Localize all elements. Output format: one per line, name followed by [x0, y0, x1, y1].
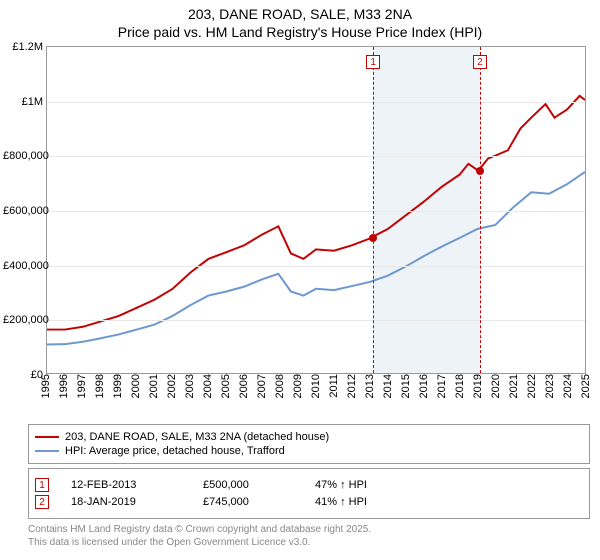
grid-line — [47, 102, 585, 103]
y-tick-label: £600,000 — [3, 205, 43, 217]
x-tick-label: 2003 — [184, 374, 196, 398]
title-line-2: Price paid vs. HM Land Registry's House … — [0, 22, 600, 40]
footer: Contains HM Land Registry data © Crown c… — [28, 523, 590, 549]
chart-container: 203, DANE ROAD, SALE, M33 2NA Price paid… — [0, 0, 600, 560]
event-date: 18-JAN-2019 — [71, 496, 181, 508]
x-tick-label: 2013 — [364, 374, 376, 398]
x-tick-label: 1995 — [40, 374, 52, 398]
title-line-1: 203, DANE ROAD, SALE, M33 2NA — [0, 0, 600, 22]
events-table: 1 12-FEB-2013 £500,000 47% ↑ HPI 2 18-JA… — [28, 468, 590, 519]
y-tick-label: £1M — [3, 96, 43, 108]
event-marker-box: 2 — [35, 495, 49, 509]
series-hpi — [47, 172, 585, 345]
x-tick-label: 2004 — [202, 374, 214, 398]
event-row: 2 18-JAN-2019 £745,000 41% ↑ HPI — [35, 495, 583, 509]
x-tick-label: 2021 — [508, 374, 520, 398]
legend-label: HPI: Average price, detached house, Traf… — [65, 445, 285, 457]
x-tick-label: 1998 — [94, 374, 106, 398]
x-tick-label: 2020 — [490, 374, 502, 398]
x-tick-label: 2006 — [238, 374, 250, 398]
x-tick-label: 2010 — [310, 374, 322, 398]
grid-line — [47, 211, 585, 212]
legend-swatch — [35, 436, 59, 438]
event-price: £745,000 — [203, 496, 293, 508]
x-tick-label: 1997 — [76, 374, 88, 398]
x-tick-label: 2019 — [472, 374, 484, 398]
event-row: 1 12-FEB-2013 £500,000 47% ↑ HPI — [35, 478, 583, 492]
event-delta: 41% ↑ HPI — [315, 496, 367, 508]
legend-label: 203, DANE ROAD, SALE, M33 2NA (detached … — [65, 431, 329, 443]
x-tick-label: 2023 — [544, 374, 556, 398]
x-tick-label: 2025 — [580, 374, 592, 398]
y-tick-label: £0 — [3, 369, 43, 381]
x-tick-label: 2024 — [562, 374, 574, 398]
x-tick-label: 2009 — [292, 374, 304, 398]
legend-item: 203, DANE ROAD, SALE, M33 2NA (detached … — [35, 431, 583, 443]
x-tick-label: 1999 — [112, 374, 124, 398]
x-tick-label: 2015 — [400, 374, 412, 398]
event-marker-box: 1 — [35, 478, 49, 492]
x-tick-label: 2001 — [148, 374, 160, 398]
marker-box: 2 — [473, 55, 487, 69]
x-tick-label: 2005 — [220, 374, 232, 398]
marker-line — [480, 47, 481, 373]
event-price: £500,000 — [203, 479, 293, 491]
price-chart: £0£200,000£400,000£600,000£800,000£1M£1.… — [46, 46, 586, 374]
x-tick-label: 2008 — [274, 374, 286, 398]
y-tick-label: £400,000 — [3, 260, 43, 272]
grid-line — [47, 320, 585, 321]
x-tick-label: 2012 — [346, 374, 358, 398]
y-tick-label: £800,000 — [3, 150, 43, 162]
legend-swatch — [35, 450, 59, 452]
footer-line-2: This data is licensed under the Open Gov… — [28, 536, 590, 549]
event-delta: 47% ↑ HPI — [315, 479, 367, 491]
series-price_paid — [47, 96, 585, 330]
x-tick-label: 2007 — [256, 374, 268, 398]
legend: 203, DANE ROAD, SALE, M33 2NA (detached … — [28, 424, 590, 464]
x-tick-label: 2014 — [382, 374, 394, 398]
marker-box: 1 — [366, 55, 380, 69]
event-date: 12-FEB-2013 — [71, 479, 181, 491]
x-tick-label: 2022 — [526, 374, 538, 398]
x-tick-label: 2011 — [328, 374, 340, 398]
x-tick-label: 1996 — [58, 374, 70, 398]
grid-line — [47, 156, 585, 157]
x-tick-label: 2000 — [130, 374, 142, 398]
marker-line — [373, 47, 374, 373]
x-tick-label: 2017 — [436, 374, 448, 398]
legend-item: HPI: Average price, detached house, Traf… — [35, 445, 583, 457]
x-tick-label: 2018 — [454, 374, 466, 398]
marker-point — [476, 167, 484, 175]
x-tick-label: 2016 — [418, 374, 430, 398]
grid-line — [47, 266, 585, 267]
marker-point — [369, 234, 377, 242]
x-axis-labels: 1995199619971998199920002001200220032004… — [46, 374, 586, 420]
y-tick-label: £1.2M — [3, 41, 43, 53]
chart-svg — [47, 47, 585, 373]
y-tick-label: £200,000 — [3, 314, 43, 326]
footer-line-1: Contains HM Land Registry data © Crown c… — [28, 523, 590, 536]
x-tick-label: 2002 — [166, 374, 178, 398]
